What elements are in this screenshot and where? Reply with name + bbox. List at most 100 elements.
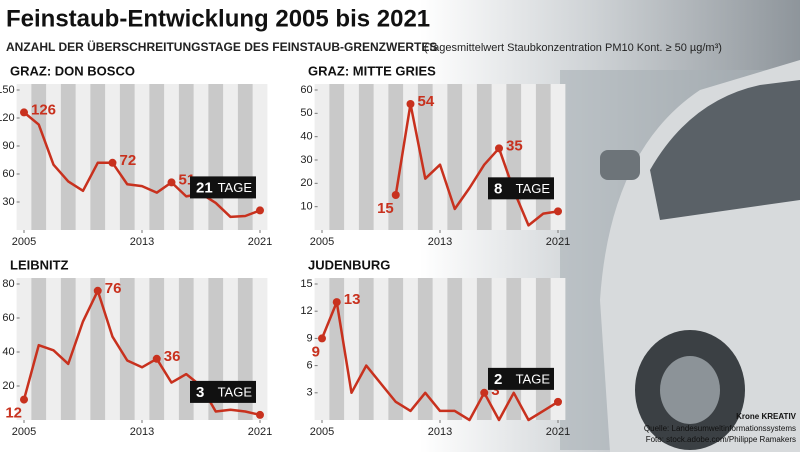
year-stripe [90, 278, 106, 420]
data-point [20, 108, 28, 117]
y-tick-label: 6 [307, 360, 313, 372]
page-subtitle-note: (Tagesmittelwert Staubkonzentration PM10… [424, 42, 722, 54]
x-tick-label: 2013 [130, 426, 154, 438]
data-point [93, 286, 102, 295]
page-subtitle: ANZAHL DER ÜBERSCHREITUNGSTAGE DES FEINS… [6, 39, 437, 54]
data-line [22, 289, 261, 417]
y-tick-label: 60 [2, 168, 14, 180]
data-label: 36 [164, 348, 181, 365]
y-tick-label: 120 [0, 112, 15, 124]
y-tick-label: 50 [300, 107, 312, 119]
badge: 21 TAGE [190, 176, 256, 199]
data-label: 15 [377, 200, 394, 217]
year-stripe [358, 278, 374, 420]
data-label: 126 [31, 101, 56, 118]
year-stripe [506, 278, 522, 420]
x-tick-label: 2021 [546, 426, 570, 438]
x-tick-label: 2021 [248, 426, 272, 438]
year-stripe [149, 278, 165, 420]
y-tick-label: 40 [2, 346, 14, 358]
badge: 8 TAGE [488, 177, 554, 200]
data-point [20, 395, 28, 404]
x-tick-label: 2013 [130, 236, 154, 248]
panel-title: LEIBNITZ [10, 257, 69, 272]
y-tick-label: 80 [2, 278, 14, 290]
year-stripe [388, 278, 404, 420]
x-tick-label: 2013 [428, 236, 452, 248]
year-stripe [329, 84, 345, 230]
year-stripe [535, 278, 551, 420]
credit: Quelle: Landesumweltinformationssystems [644, 424, 796, 433]
y-tick-label: 12 [300, 305, 312, 317]
badge-unit: TAGE [516, 181, 551, 196]
badge-number: 2 [494, 371, 502, 388]
year-stripe [119, 278, 135, 420]
panel-title: GRAZ: MITTE GRIES [308, 63, 436, 78]
data-label: 3 [491, 382, 499, 399]
y-tick-label: 10 [300, 201, 312, 213]
x-tick-label: 2005 [12, 236, 36, 248]
data-line [320, 300, 559, 422]
badge-box [488, 177, 554, 200]
credit: Krone KREATIV [736, 412, 797, 421]
year-stripe [506, 84, 522, 230]
year-stripe [178, 278, 194, 420]
data-point [391, 191, 400, 199]
data-point [480, 388, 489, 397]
badge-box [190, 380, 256, 403]
year-stripe [358, 84, 374, 230]
data-point [554, 207, 562, 216]
y-tick-label: 9 [307, 332, 313, 344]
data-point [332, 298, 341, 307]
y-tick-label: 90 [2, 140, 14, 152]
y-tick-label: 150 [0, 84, 15, 96]
y-tick-label: 30 [2, 196, 14, 208]
y-tick-label: 3 [307, 387, 313, 399]
page-title: Feinstaub-Entwicklung 2005 bis 2021 [6, 5, 430, 32]
year-stripe [237, 84, 253, 230]
data-label: 12 [5, 405, 22, 422]
data-point [152, 354, 161, 363]
background-photo [420, 0, 800, 452]
data-label: 76 [105, 280, 122, 297]
x-tick-label: 2021 [248, 236, 272, 248]
badge: 3 TAGE [190, 380, 256, 403]
plot-background [314, 84, 566, 230]
data-label: 13 [344, 291, 361, 308]
badge-number: 3 [196, 384, 204, 401]
x-tick-label: 2005 [310, 426, 334, 438]
year-stripe [60, 84, 76, 230]
data-point [495, 144, 503, 153]
y-tick-label: 30 [300, 154, 312, 166]
badge-number: 21 [196, 179, 213, 196]
credit: Foto: stock.adobe.com/Philippe Ramakers [646, 435, 796, 444]
x-tick-label: 2005 [12, 426, 36, 438]
data-point [406, 100, 415, 108]
data-label: 72 [120, 152, 137, 169]
data-point [256, 410, 264, 419]
panel-title: JUDENBURG [308, 257, 390, 272]
badge-box [190, 176, 256, 199]
data-label: 9 [312, 343, 320, 360]
y-tick-label: 15 [300, 278, 312, 290]
data-label: 54 [418, 93, 435, 110]
y-tick-label: 20 [2, 380, 14, 392]
badge-box [488, 367, 554, 390]
x-tick-label: 2013 [428, 426, 452, 438]
badge-unit: TAGE [218, 180, 253, 195]
data-point [318, 334, 326, 343]
year-stripe [535, 84, 551, 230]
year-stripe [60, 278, 76, 420]
x-tick-label: 2005 [310, 236, 334, 248]
data-point [554, 397, 562, 406]
plot-background [314, 278, 566, 420]
year-stripe [447, 278, 463, 420]
year-stripe [119, 84, 135, 230]
y-tick-label: 40 [300, 131, 312, 143]
y-tick-label: 20 [300, 177, 312, 189]
year-stripe [417, 278, 433, 420]
badge: 2 TAGE [488, 367, 554, 390]
data-point [108, 158, 117, 167]
data-point [167, 178, 176, 187]
